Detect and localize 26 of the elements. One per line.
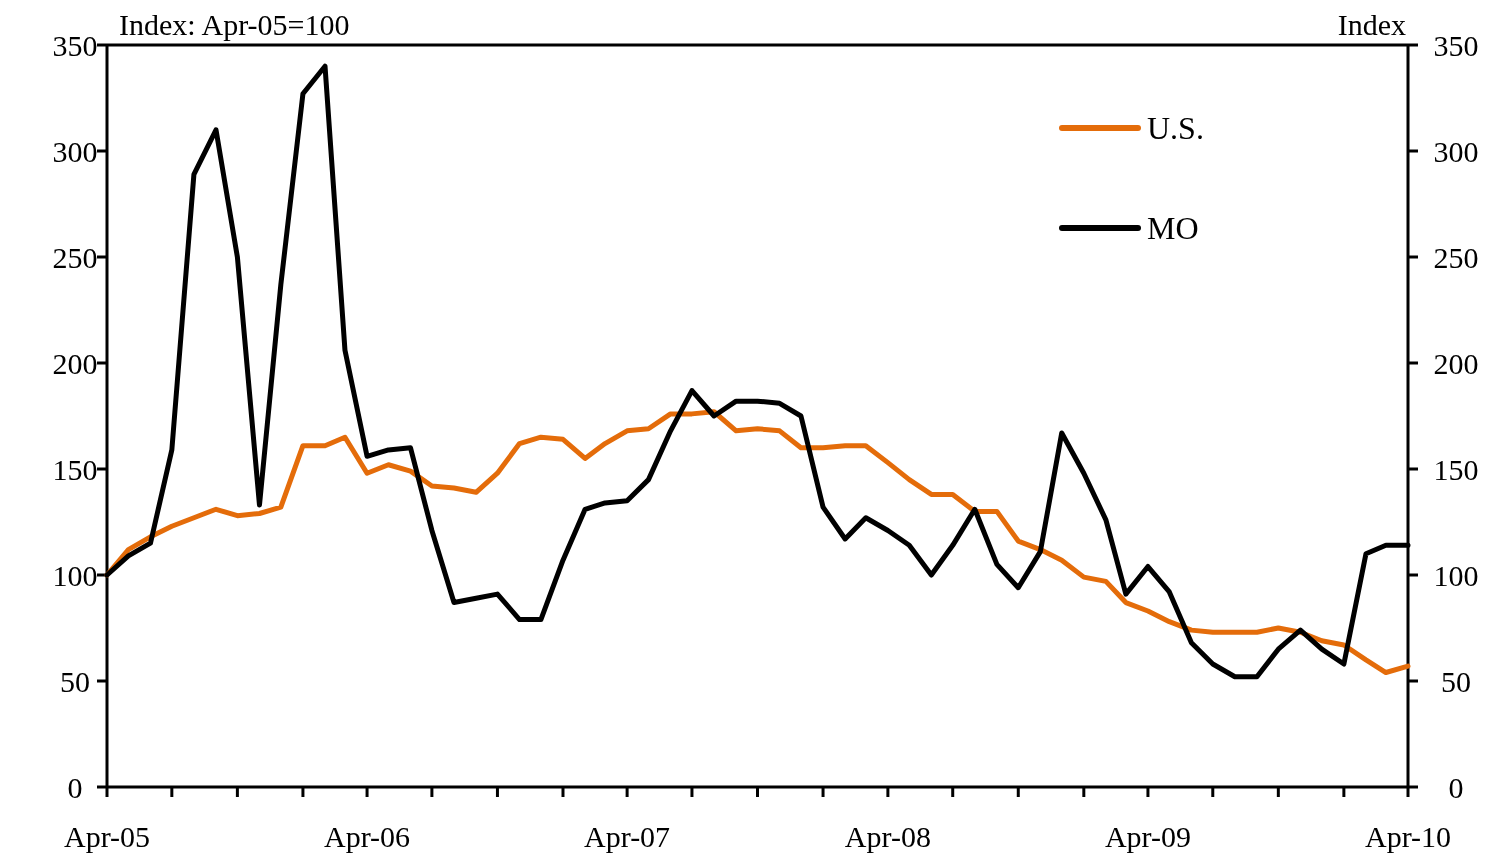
y2-axis-title: Index [1337, 8, 1406, 41]
x-tick-label: Apr-08 [844, 820, 931, 853]
y-tick-label: 300 [52, 134, 98, 168]
x-tick-label: Apr-09 [1104, 820, 1191, 853]
y-axis-title: Index: Apr-05=100 [119, 8, 350, 41]
y2-tick-label: 150 [1433, 452, 1479, 486]
y2-tick-label: 350 [1433, 28, 1479, 62]
legend-label: U.S. [1147, 110, 1204, 147]
x-tick-label: Apr-07 [584, 820, 671, 853]
y-tick-label: 350 [52, 28, 98, 62]
y2-tick-label: 0 [1448, 770, 1464, 804]
y-tick-label: 150 [52, 452, 98, 486]
y2-tick-label: 250 [1433, 240, 1479, 274]
y2-tick-label: 300 [1433, 134, 1479, 168]
y-tick-label: 100 [52, 558, 98, 592]
y2-tick-label: 100 [1433, 558, 1479, 592]
y2-tick-label: 200 [1433, 346, 1479, 380]
y-tick-label: 50 [60, 664, 90, 698]
y2-tick-label: 50 [1441, 664, 1471, 698]
y-tick-label: 0 [67, 770, 83, 804]
y-tick-label: 250 [52, 240, 98, 274]
y-tick-label: 200 [52, 346, 98, 380]
legend-label: MO [1147, 210, 1199, 247]
x-tick-label: Apr-10 [1364, 820, 1452, 853]
x-tick-label: Apr-06 [324, 820, 411, 853]
x-tick-label: Apr-05 [63, 820, 151, 853]
